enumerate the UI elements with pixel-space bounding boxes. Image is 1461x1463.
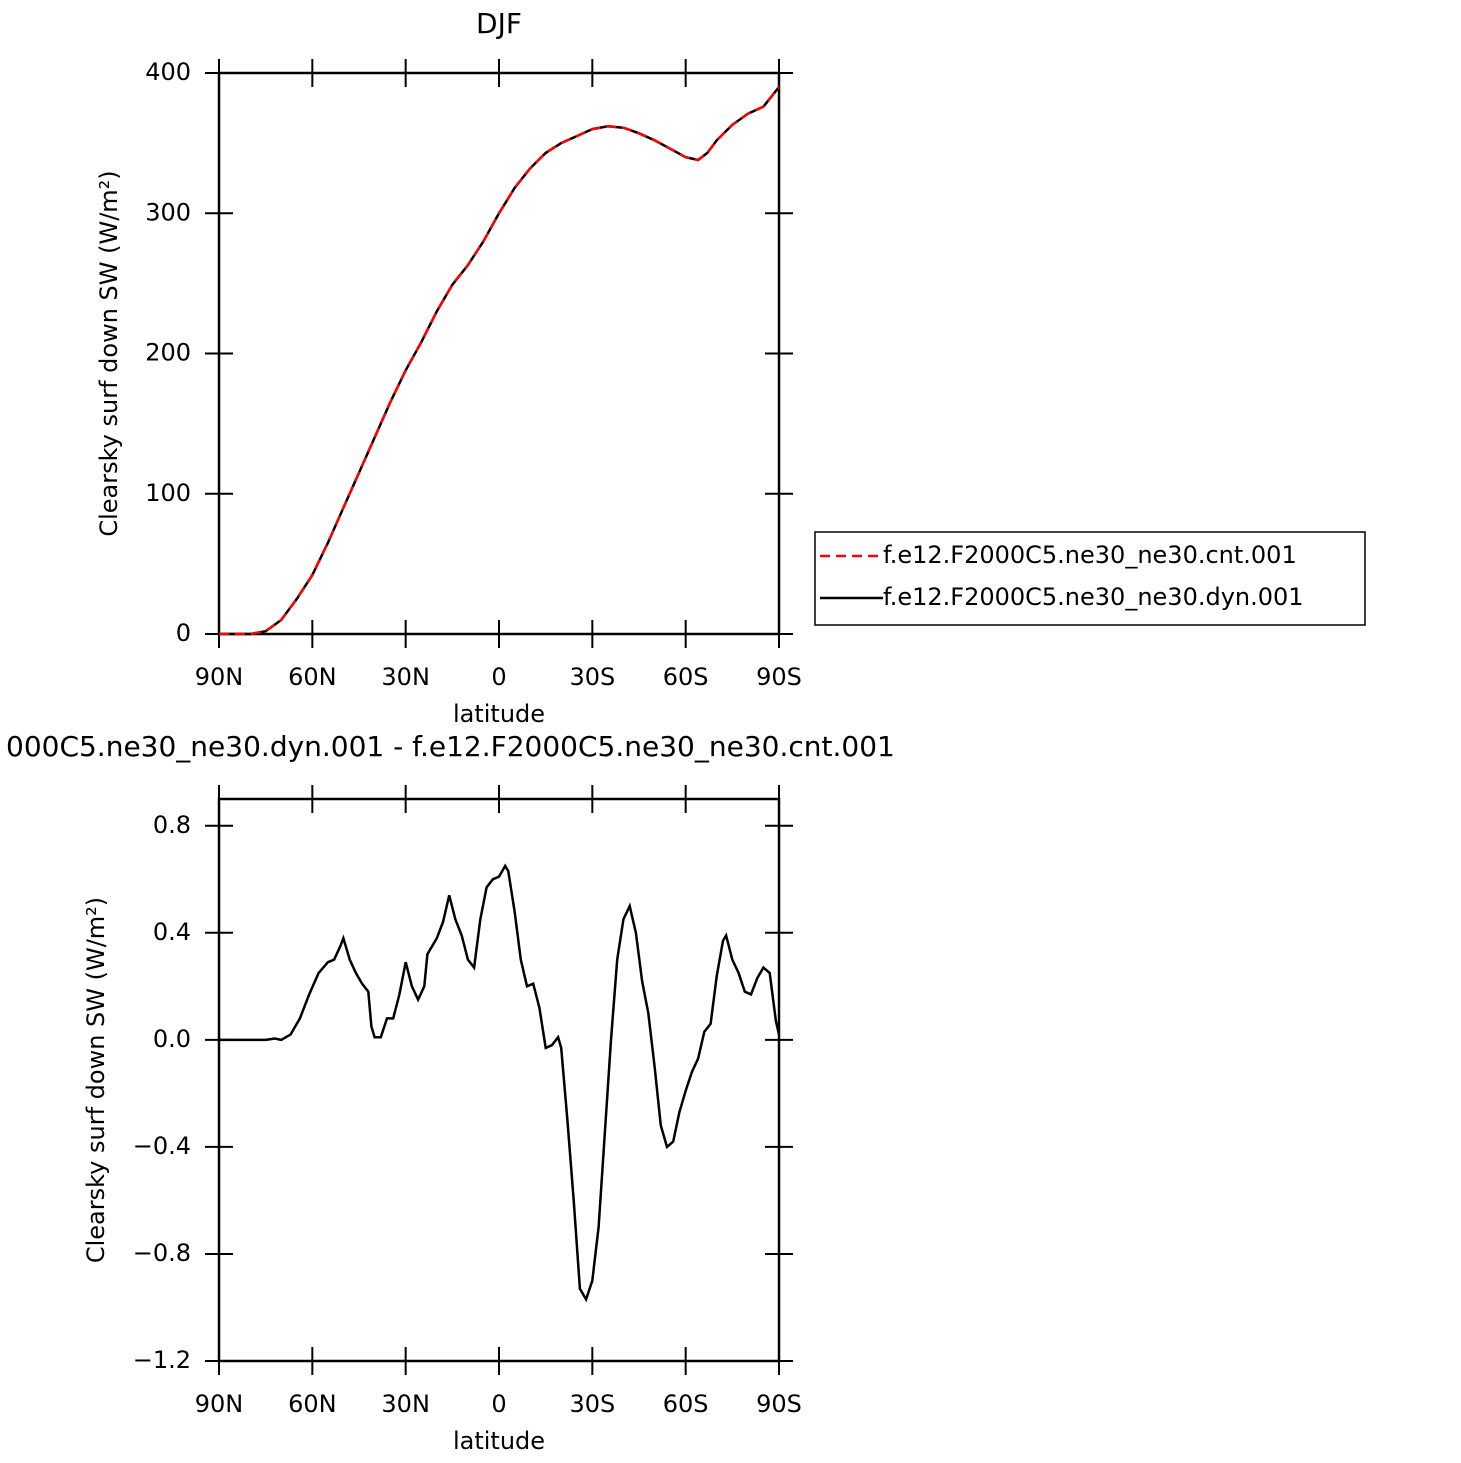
y-tick-label: 0 xyxy=(176,619,191,647)
plot-frame xyxy=(217,797,781,1363)
x-tick-label: 30N xyxy=(381,663,430,691)
x-tick-label: 60N xyxy=(288,1390,337,1418)
chart-title: 000C5.ne30_ne30.dyn.001 - f.e12.F2000C5.… xyxy=(6,730,895,763)
legend-label: f.e12.F2000C5.ne30_ne30.cnt.001 xyxy=(883,541,1297,569)
x-tick-label: 90S xyxy=(756,1390,802,1418)
y-axis-label: Clearsky surf down SW (W/m²) xyxy=(95,170,123,536)
y-tick-label: 300 xyxy=(145,198,191,226)
x-tick-label: 30S xyxy=(569,663,615,691)
y-tick-label: −0.8 xyxy=(133,1239,191,1267)
y-tick-label: −1.2 xyxy=(133,1346,191,1374)
data-line xyxy=(219,86,780,636)
y-tick-label: −0.4 xyxy=(133,1132,191,1160)
x-tick-label: 0 xyxy=(491,1390,506,1418)
x-tick-label: 30N xyxy=(381,1390,430,1418)
x-tick-label: 60S xyxy=(663,663,709,691)
legend-box xyxy=(814,531,1366,626)
data-line xyxy=(219,86,780,636)
y-tick-label: 0.4 xyxy=(153,918,191,946)
x-tick-label: 60N xyxy=(288,663,337,691)
y-tick-label: 0.0 xyxy=(153,1025,191,1053)
y-axis-label: Clearsky surf down SW (W/m²) xyxy=(82,897,110,1263)
x-tick-label: 90S xyxy=(756,663,802,691)
x-tick-label: 60S xyxy=(663,1390,709,1418)
x-tick-label: 90N xyxy=(195,663,244,691)
plot-frame xyxy=(217,71,781,636)
chart-title: DJF xyxy=(476,7,522,40)
y-tick-label: 200 xyxy=(145,339,191,367)
y-tick-label: 0.8 xyxy=(153,811,191,839)
x-tick-label: 90N xyxy=(195,1390,244,1418)
y-tick-label: 400 xyxy=(145,58,191,86)
y-tick-label: 100 xyxy=(145,479,191,507)
x-tick-label: 30S xyxy=(569,1390,615,1418)
legend-label: f.e12.F2000C5.ne30_ne30.dyn.001 xyxy=(883,583,1304,611)
x-tick-label: 0 xyxy=(491,663,506,691)
x-axis-label: latitude xyxy=(453,1427,545,1455)
x-axis-label: latitude xyxy=(453,700,545,728)
data-line xyxy=(219,863,781,1303)
